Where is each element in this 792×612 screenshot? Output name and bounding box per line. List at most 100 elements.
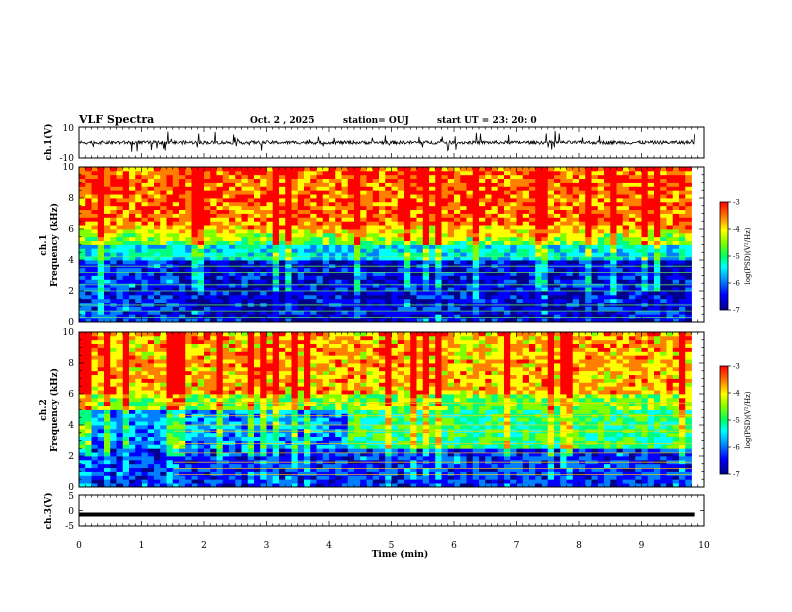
spectrogram-cell — [310, 275, 317, 280]
spectrogram-cell — [310, 248, 317, 253]
spectrogram-cell — [129, 456, 136, 461]
spectrogram-cell — [522, 190, 530, 195]
spectrogram-cell — [585, 182, 592, 187]
spectrogram-cell — [191, 209, 199, 214]
spectrogram-cell — [179, 205, 186, 211]
spectrogram-cell — [285, 174, 292, 180]
spectrogram-cell — [104, 287, 111, 292]
spectrogram-cell — [660, 267, 667, 273]
spectrogram-cell — [522, 217, 530, 222]
spectrogram-cell — [604, 167, 611, 172]
spectrogram-cell — [654, 174, 661, 180]
spectrogram-cell — [97, 298, 105, 304]
spectrogram-cell — [585, 209, 592, 214]
spectrogram-cell — [597, 267, 605, 273]
spectrogram-cell — [541, 267, 549, 273]
spectrogram-cell — [104, 182, 111, 187]
spectrogram-cell — [466, 209, 474, 214]
spectrogram-cell — [585, 283, 592, 288]
spectrogram-cell — [79, 291, 86, 296]
spectrogram-cell — [110, 479, 117, 484]
spectrogram-cell — [185, 236, 192, 242]
spectrogram-cell — [110, 432, 117, 438]
spectrogram-cell — [160, 178, 167, 183]
spectrogram-cell — [279, 283, 286, 288]
spectrogram-cell — [91, 456, 99, 461]
spectrogram-cell — [79, 240, 86, 245]
spectrogram-cell — [154, 244, 161, 249]
spectrogram-cell — [504, 201, 511, 207]
spectrogram-cell — [85, 428, 92, 434]
spectrogram-cell — [666, 198, 674, 203]
spectrogram-cell — [635, 318, 642, 323]
spectrogram-cell — [79, 382, 86, 387]
spectrogram-cell — [247, 236, 255, 242]
spectrogram-cell — [285, 190, 292, 195]
spectrogram-cell — [335, 318, 342, 323]
spectrogram-cell — [685, 201, 692, 207]
spectrogram-cell — [260, 283, 267, 288]
spectrogram-cell — [529, 209, 536, 214]
spectrogram-cell — [110, 271, 117, 276]
spectrogram-cell — [141, 428, 149, 434]
spectrogram-cell — [216, 275, 224, 280]
spectrogram-cell — [135, 190, 142, 195]
spectrogram-cell — [341, 314, 349, 319]
spectrogram-cell — [291, 318, 299, 323]
spectrogram-cell — [129, 448, 136, 453]
spectrogram-cell — [179, 170, 186, 176]
spectrogram-cell — [141, 394, 149, 399]
spectrogram-cell — [104, 436, 111, 441]
spectrogram-cell — [104, 413, 111, 418]
spectrogram-cell — [291, 267, 299, 273]
spectrogram-cell — [672, 298, 680, 304]
spectrogram-cell — [160, 479, 167, 484]
spectrogram-cell — [97, 178, 105, 183]
spectrogram-cell — [297, 279, 305, 284]
spectrogram-cell — [279, 170, 286, 176]
ch1-ytick-top: 10 — [63, 124, 75, 134]
spectrogram-cell — [85, 167, 92, 172]
spectrogram-cell — [447, 205, 455, 211]
spectrogram-cell — [654, 225, 661, 230]
spectrogram-cell — [210, 306, 217, 311]
spectrogram-cell — [316, 240, 324, 245]
spectrogram-cell — [410, 213, 417, 218]
spectrogram-cell — [272, 186, 280, 191]
spectrogram-cell — [391, 244, 399, 249]
spectrogram-cell — [122, 335, 130, 341]
spectrogram-cell — [554, 201, 561, 207]
spectrogram-cell — [629, 170, 636, 176]
spectrogram-cell — [479, 229, 486, 234]
spectrogram-cell — [322, 232, 330, 238]
spectrogram-cell — [379, 205, 386, 211]
spectrogram-cell — [366, 291, 374, 296]
spectrogram-cell — [141, 283, 149, 288]
spectrogram-cell — [360, 248, 367, 253]
spectrogram-cell — [647, 291, 655, 296]
spectrogram-cell — [516, 209, 524, 214]
spectrogram-cell — [260, 298, 267, 304]
spectrogram-cell — [497, 225, 505, 230]
spectrogram-cell — [85, 170, 92, 176]
spectrogram-cell — [154, 452, 161, 457]
spectrogram-cell — [197, 178, 205, 183]
spectrogram-cell — [454, 252, 461, 257]
spectrogram-cell — [104, 355, 111, 360]
spectrogram-cell — [354, 198, 361, 203]
spectrogram-cell — [604, 294, 611, 300]
spectrogram-cell — [579, 310, 586, 315]
spectrogram-cell — [235, 229, 242, 234]
spectrogram-cell — [660, 248, 667, 253]
spectrogram-cell — [135, 366, 142, 372]
spectrogram-cell — [685, 252, 692, 257]
spectrogram-cell — [422, 252, 430, 257]
spectrogram-cell — [172, 198, 180, 203]
spectrogram-cell — [622, 217, 630, 222]
spectrogram-cell — [435, 229, 442, 234]
spectrogram-cell — [560, 221, 567, 226]
spectrogram-cell — [416, 260, 424, 265]
spectrogram-cell — [497, 198, 505, 203]
spectrogram-cell — [510, 314, 517, 319]
spectrogram-cell — [85, 229, 92, 234]
